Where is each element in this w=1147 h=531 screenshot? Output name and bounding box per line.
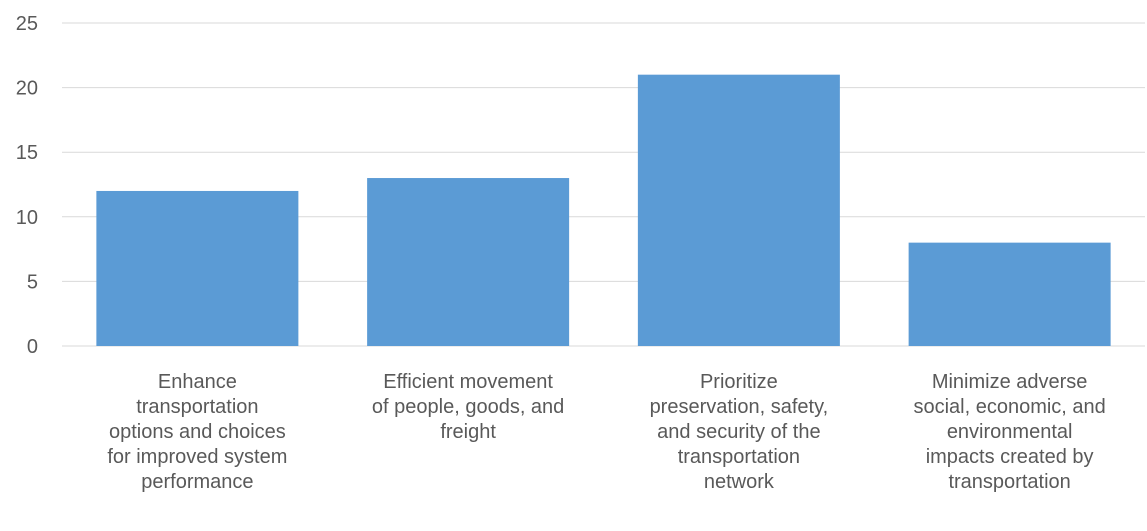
bar-2 — [367, 178, 570, 346]
y-tick-label-5: 5 — [27, 271, 38, 293]
x-category-label-2: Efficient movement of people, goods, and f… — [343, 370, 593, 445]
y-tick-label-25: 25 — [16, 13, 38, 35]
y-tick-label-10: 10 — [16, 207, 38, 229]
y-tick-label-15: 15 — [16, 142, 38, 164]
x-category-label-line: performance — [141, 471, 254, 493]
bar-4 — [908, 242, 1111, 346]
y-tick-label-0: 0 — [27, 336, 38, 358]
x-category-label-line: and security of the — [657, 421, 821, 443]
x-category-label-line: for improved system — [107, 446, 288, 468]
x-category-label-4: Minimize adverse social, economic, and env… — [885, 370, 1135, 495]
x-category-label-line: transportation — [136, 396, 259, 418]
x-category-label-line: network — [703, 471, 774, 493]
x-category-label-line: Prioritize — [699, 371, 778, 393]
y-axis-tick-labels: 0 5 10 15 20 25 — [16, 13, 38, 358]
x-category-label-3: Prioritize preservation, safety, and secur… — [614, 370, 864, 495]
bars — [96, 74, 1111, 347]
x-category-label-line: social, economic, and — [913, 396, 1106, 418]
y-tick-label-20: 20 — [16, 78, 38, 100]
bar-3 — [637, 74, 840, 347]
x-category-label-line: transportation — [677, 446, 801, 468]
x-category-label-line: of people, goods, and — [371, 396, 565, 418]
x-category-label-line: freight — [440, 421, 496, 443]
x-category-label-line: environmental — [946, 421, 1073, 443]
x-category-label-line: transportation — [948, 471, 1071, 493]
x-category-label-line: options and choices — [108, 421, 286, 443]
x-category-label-line: Enhance — [157, 371, 237, 393]
bar-1 — [96, 190, 299, 346]
x-category-label-1: Enhance transportation options and choices… — [72, 370, 322, 495]
x-category-label-line: preservation, safety, — [649, 396, 829, 418]
x-category-label-line: Efficient movement — [383, 371, 553, 393]
x-category-label-line: impacts created by — [925, 446, 1094, 468]
x-category-label-line: Minimize adverse — [931, 371, 1088, 393]
